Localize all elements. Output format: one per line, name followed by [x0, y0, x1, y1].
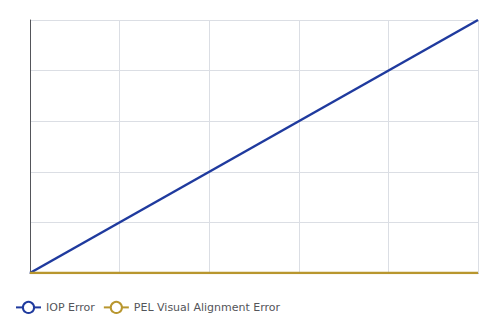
svg-text:IOP Error: IOP Error	[46, 301, 95, 314]
svg-text:PEL Visual Alignment Error: PEL Visual Alignment Error	[134, 301, 281, 314]
